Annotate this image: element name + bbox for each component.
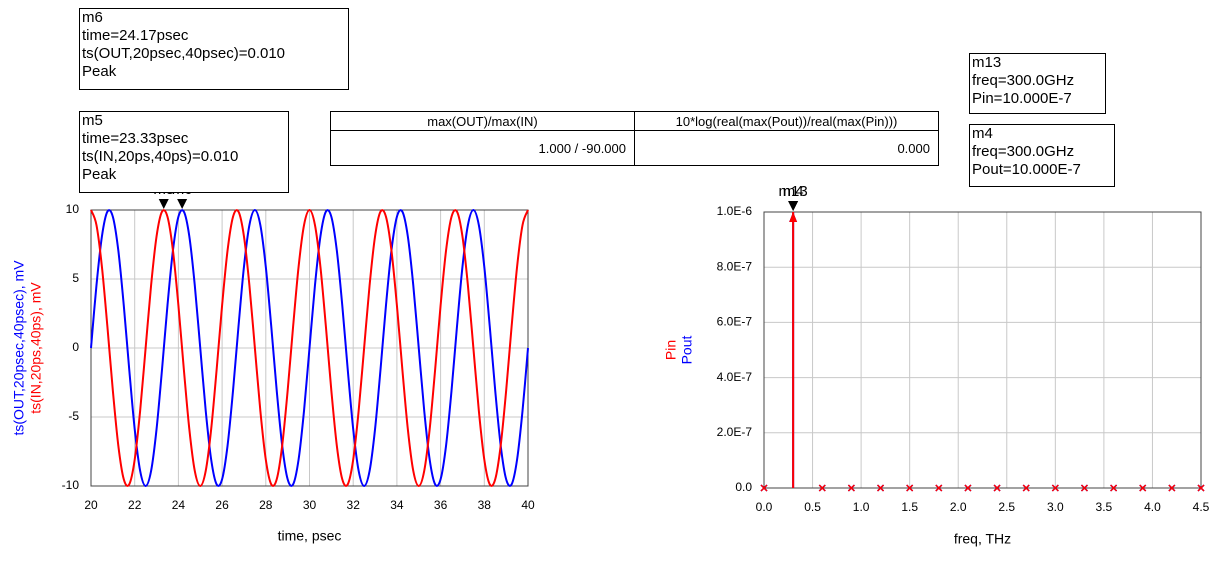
- stem-point: [906, 484, 914, 492]
- x-tick-label: 32: [347, 498, 361, 512]
- stem-point: [877, 484, 885, 492]
- x-tick-label: 36: [434, 498, 448, 512]
- marker-triangle: [158, 199, 169, 209]
- x-tick-label: 22: [128, 498, 142, 512]
- marker-name: m13: [972, 54, 1002, 71]
- stem-point: [760, 484, 768, 492]
- equation-table: max(OUT)/max(IN) 10*log(real(max(Pout))/…: [330, 111, 939, 166]
- x-tick-label: 34: [390, 498, 404, 512]
- x-tick-label: 38: [478, 498, 492, 512]
- table-cell: 1.000 / -90.000: [330, 130, 635, 166]
- marker-line: Pin=10.000E-7: [972, 90, 1072, 107]
- y-tick-label: 8.0E-7: [717, 259, 753, 273]
- stem-point: [935, 484, 943, 492]
- stem-head: [789, 212, 798, 222]
- y-tick-label: 10: [66, 202, 80, 216]
- y-axis-label: ts(OUT,20psec,40psec), mV: [11, 260, 27, 436]
- y-tick-label: 4.0E-7: [717, 370, 753, 384]
- stem-point: [1110, 484, 1118, 492]
- marker-line: time=23.33psec: [82, 130, 189, 147]
- marker-box: m4 freq=300.0GHz Pout=10.000E-7: [969, 124, 1115, 187]
- marker-label: m13: [779, 183, 808, 200]
- marker-box: m13 freq=300.0GHz Pin=10.000E-7: [969, 53, 1106, 114]
- x-tick-label: 2.5: [998, 500, 1015, 514]
- y-tick-label: -5: [68, 409, 79, 423]
- y-axis-label: ts(IN,20ps,40ps), mV: [28, 282, 44, 414]
- marker-line: ts(OUT,20psec,40psec)=0.010: [82, 45, 286, 62]
- stem-point: [818, 484, 826, 492]
- marker-name: m4: [972, 125, 993, 142]
- marker-box: m5 time=23.33psec ts(IN,20ps,40ps)=0.010…: [79, 111, 289, 193]
- marker-line: freq=300.0GHz: [972, 72, 1075, 89]
- stem-point: [1139, 484, 1147, 492]
- x-tick-label: 0.5: [804, 500, 821, 514]
- marker-line: time=24.17psec: [82, 27, 189, 44]
- marker-line: Peak: [82, 63, 117, 80]
- marker-line: Peak: [82, 166, 117, 183]
- stem-point: [1022, 484, 1030, 492]
- x-axis-label: time, psec: [278, 528, 342, 544]
- series-line: [90, 208, 529, 488]
- y-tick-label: 1.0E-6: [717, 204, 753, 218]
- stem-point: [1051, 484, 1059, 492]
- y-tick-label: 2.0E-7: [717, 425, 753, 439]
- x-tick-label: 30: [303, 498, 317, 512]
- y-tick-label: 5: [72, 271, 79, 285]
- stem-point: [1168, 484, 1176, 492]
- stem-point: [993, 484, 1001, 492]
- table-header: max(OUT)/max(IN): [330, 111, 635, 131]
- y-tick-label: 0.0: [735, 480, 752, 494]
- x-tick-label: 3.0: [1047, 500, 1064, 514]
- marker-box: m6 time=24.17psec ts(OUT,20psec,40psec)=…: [79, 8, 349, 90]
- y-tick-label: -10: [62, 478, 80, 492]
- x-tick-label: 4.0: [1144, 500, 1161, 514]
- series-line: [90, 208, 529, 488]
- marker-triangle: [177, 199, 188, 209]
- marker-line: Pout=10.000E-7: [972, 161, 1081, 178]
- y-tick-label: 0: [72, 340, 79, 354]
- y-tick-label: 6.0E-7: [717, 315, 753, 329]
- marker-name: m6: [82, 9, 103, 26]
- x-tick-label: 2.0: [950, 500, 967, 514]
- x-tick-label: 24: [172, 498, 186, 512]
- x-tick-label: 3.5: [1096, 500, 1113, 514]
- x-tick-label: 28: [259, 498, 273, 512]
- x-tick-label: 26: [215, 498, 229, 512]
- stem-point: [964, 484, 972, 492]
- marker-triangle: [788, 201, 799, 211]
- x-tick-label: 20: [84, 498, 98, 512]
- stem-point: [1197, 484, 1205, 492]
- stem-point: [1080, 484, 1089, 492]
- marker-label: m4: [783, 183, 804, 200]
- marker-name: m5: [82, 112, 103, 129]
- marker-line: freq=300.0GHz: [972, 143, 1075, 160]
- x-tick-label: 40: [521, 498, 535, 512]
- stem-point: [847, 484, 855, 492]
- plot-frame: [763, 211, 1202, 489]
- x-axis-label: freq, THz: [954, 531, 1011, 547]
- table-cell: 0.000: [634, 130, 939, 166]
- x-tick-label: 1.0: [853, 500, 870, 514]
- x-tick-label: 4.5: [1193, 500, 1210, 514]
- plot-area: [763, 211, 1202, 489]
- x-tick-label: 0.0: [756, 500, 773, 514]
- y-axis-label: Pout: [679, 335, 695, 364]
- table-header: 10*log(real(max(Pout))/real(max(Pin))): [634, 111, 939, 131]
- y-axis-label: Pin: [663, 340, 679, 360]
- marker-line: ts(IN,20ps,40ps)=0.010: [82, 148, 239, 165]
- x-tick-label: 1.5: [901, 500, 918, 514]
